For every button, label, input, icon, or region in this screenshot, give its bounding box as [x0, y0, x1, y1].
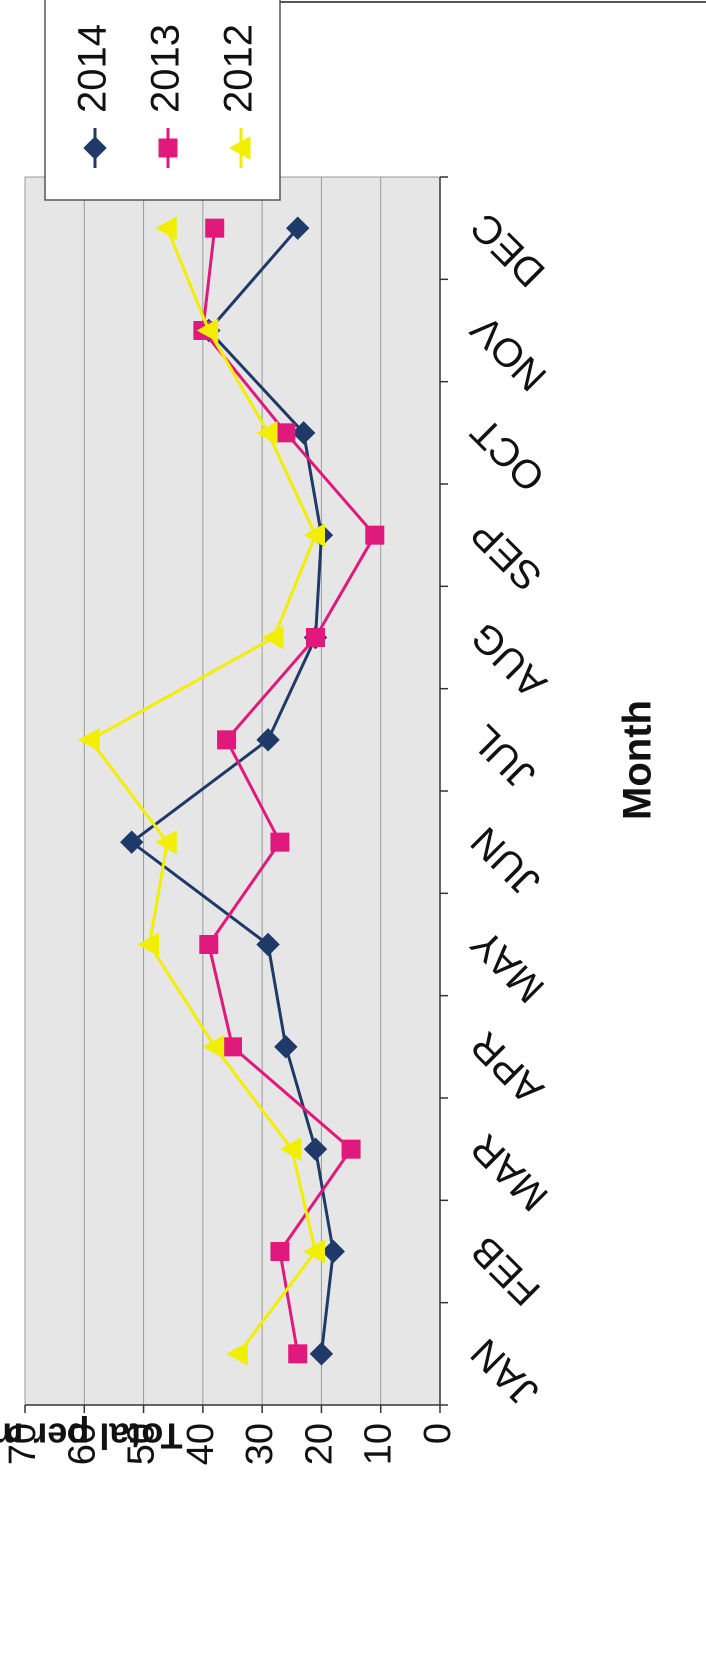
- marker: [120, 830, 144, 854]
- marker: [202, 1034, 225, 1059]
- legend: 2014 2013 2012: [44, 0, 281, 201]
- marker: [274, 1035, 298, 1059]
- marker: [155, 830, 177, 855]
- y-tick-label: 50: [121, 1423, 163, 1465]
- marker: [199, 935, 219, 954]
- marker: [286, 216, 310, 240]
- marker: [256, 932, 280, 957]
- marker: [226, 1341, 248, 1366]
- x-tick-label: JUN: [463, 818, 549, 904]
- marker: [78, 727, 100, 752]
- marker: [83, 136, 107, 160]
- marker: [306, 628, 325, 647]
- legend-label: 2012: [217, 24, 261, 113]
- x-tick-label: DEC: [463, 204, 554, 295]
- y-tick-label: 30: [239, 1423, 281, 1465]
- y-tick-label: 40: [180, 1423, 222, 1465]
- marker: [223, 1037, 242, 1057]
- x-tick-label: APR: [463, 1023, 552, 1112]
- marker: [228, 136, 251, 160]
- marker: [205, 218, 225, 238]
- marker: [256, 420, 278, 445]
- marker: [276, 423, 296, 443]
- marker: [270, 832, 290, 852]
- legend-label: 2014: [71, 24, 115, 113]
- marker: [303, 1137, 328, 1161]
- marker: [291, 421, 316, 445]
- x-tick-label: JUL: [463, 716, 544, 797]
- x-axis-title: Month: [616, 700, 660, 820]
- series-line: [201, 227, 377, 1355]
- rotated-chart: Total per month Month 0 10 20 30 40 50 60 70 JAN…: [0, 0, 660, 1465]
- marker: [288, 1344, 308, 1364]
- y-tick-label: 60: [61, 1423, 103, 1465]
- x-tick-label: OCT: [463, 409, 554, 500]
- marker: [196, 318, 219, 343]
- marker: [137, 932, 159, 957]
- y-tick-label: 20: [298, 1423, 340, 1465]
- plot-area: [24, 176, 441, 1406]
- x-tick-label: FEB: [463, 1228, 549, 1314]
- x-tick-label: MAR: [463, 1125, 557, 1219]
- marker: [365, 525, 385, 545]
- marker: [321, 1239, 345, 1264]
- y-tick-label: 0: [417, 1423, 459, 1444]
- marker: [303, 1239, 325, 1264]
- marker: [158, 138, 178, 158]
- marker: [279, 1137, 302, 1162]
- x-tick-label: JAN: [463, 1330, 548, 1415]
- series-line: [87, 227, 318, 1355]
- series-line: [129, 227, 335, 1355]
- marker: [341, 1139, 361, 1159]
- y-tick-label: 10: [358, 1423, 400, 1465]
- marker: [309, 1342, 334, 1366]
- x-tick-label: MAY: [463, 921, 553, 1011]
- marker: [261, 625, 284, 650]
- marker: [155, 216, 177, 241]
- marker: [270, 1242, 290, 1261]
- legend-label: 2013: [144, 24, 188, 113]
- marker: [217, 730, 237, 750]
- x-tick-label: NOV: [462, 306, 555, 399]
- marker: [303, 523, 325, 548]
- x-tick-label: AUG: [463, 614, 555, 706]
- y-tick-label: 70: [2, 1423, 44, 1465]
- marker: [256, 728, 280, 752]
- y-axis-title: Total per month: [0, 1415, 183, 1456]
- x-tick-label: SEP: [463, 511, 551, 599]
